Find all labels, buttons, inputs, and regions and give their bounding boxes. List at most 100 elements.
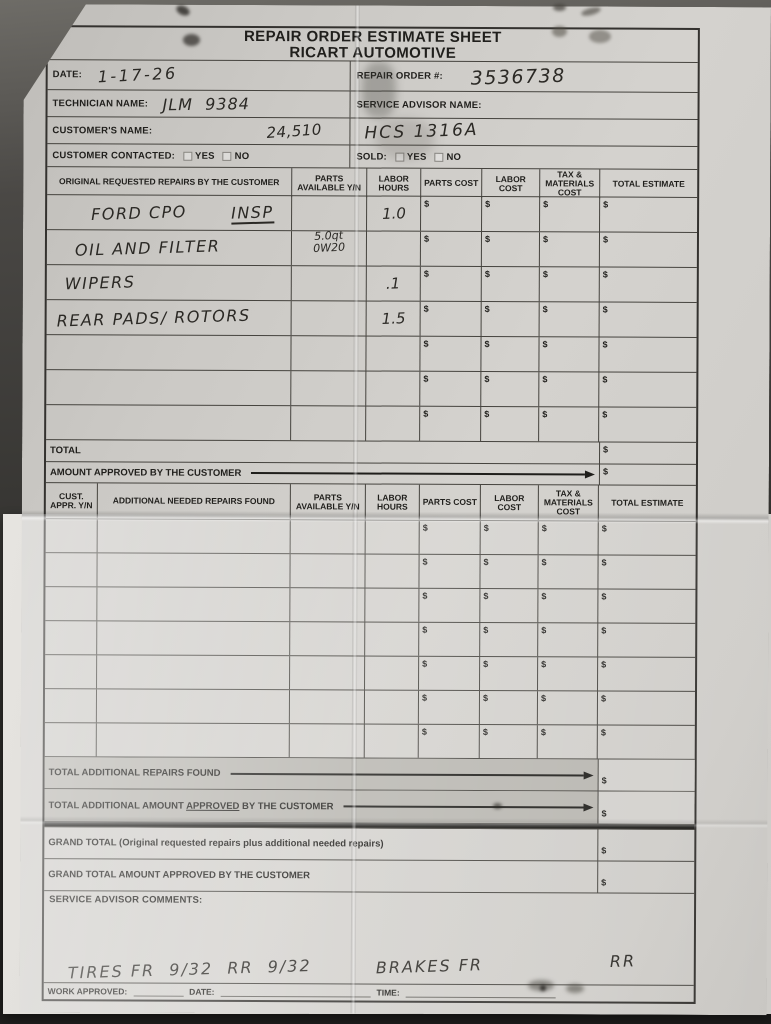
repair-description-text: WIPERS (64, 271, 136, 293)
labor-hours-text: 1.5 (380, 309, 406, 328)
cust-appr-cell (45, 621, 97, 654)
currency-symbol: $ (484, 269, 490, 280)
parts-cost-cell: $ (419, 589, 480, 622)
parts-available-text: 5.0qt 0W20 (312, 228, 346, 256)
sold-no-checkbox (434, 152, 443, 161)
currency-symbol: $ (601, 877, 607, 888)
currency-symbol: $ (422, 522, 428, 533)
work-date-label: DATE: (189, 986, 215, 997)
customer-name-row: CUSTOMER'S NAME: 24,510 HCS 1316A (47, 117, 697, 147)
additional-repair-row: $ $ $ $ (45, 655, 695, 692)
comments-label: SERVICE ADVISOR COMMENTS: (49, 894, 203, 906)
repair-description-cell (97, 723, 290, 757)
repair-order-value: 3536738 (470, 64, 567, 90)
amount-approved-row: AMOUNT APPROVED BY THE CUSTOMER $ (46, 462, 696, 486)
labor-cost-cell: $ (482, 302, 540, 336)
amount-approved-value-cell: $ (599, 465, 696, 485)
total-estimate-cell: $ (600, 198, 697, 232)
currency-symbol: $ (484, 234, 491, 245)
total-estimate-cell: $ (598, 726, 695, 759)
ink-smudge (540, 985, 546, 991)
currency-symbol: $ (423, 303, 429, 314)
currency-symbol: $ (602, 304, 608, 315)
tax-materials-cell: $ (538, 725, 598, 758)
total-estimate-cell: $ (599, 408, 696, 442)
currency-symbol: $ (540, 727, 546, 738)
original-repair-row: WIPERS .1 $ $ $ $ (47, 265, 697, 303)
tax-materials-cell: $ (540, 197, 600, 231)
tax-materials-cell: $ (538, 691, 598, 724)
labor-hours-cell (365, 622, 419, 655)
work-approved-label: WORK APPROVED: (47, 986, 128, 997)
form-title-line2: RICART AUTOMOTIVE (289, 44, 457, 62)
customer-name-value: 24,510 (265, 120, 322, 142)
column-header-original-repairs: ORIGINAL REQUESTED REPAIRS BY THE CUSTOM… (47, 167, 292, 197)
currency-symbol: $ (423, 268, 429, 279)
customer-contacted-row: CUSTOMER CONTACTED: YES NO SOLD: YES NO (47, 144, 697, 170)
grand-total-approved-value-cell: $ (597, 862, 694, 893)
tax-materials-cell: $ (539, 407, 599, 441)
currency-symbol: $ (421, 692, 428, 703)
ink-smudge (553, 4, 566, 11)
arrow-line (344, 802, 594, 811)
currency-symbol: $ (423, 373, 429, 384)
grand-total-label: GRAND TOTAL (Original requested repairs … (48, 837, 384, 850)
parts-cost-cell: $ (421, 197, 482, 231)
customer-name-label: CUSTOMER'S NAME: (52, 124, 153, 137)
ink-smear (362, 62, 396, 118)
total-additional-row: TOTAL ADDITIONAL REPAIRS FOUND $ (45, 757, 695, 792)
total-estimate-cell: $ (600, 233, 697, 267)
contacted-no-checkbox (223, 151, 232, 160)
currency-symbol: $ (542, 374, 548, 385)
cust-appr-cell (45, 689, 97, 722)
work-time-label: TIME: (376, 987, 400, 998)
ink-smudge (566, 984, 584, 993)
service-advisor-cell: SERVICE ADVISOR NAME: (351, 91, 698, 119)
currency-symbol: $ (602, 374, 608, 385)
total-estimate-cell: $ (599, 522, 696, 555)
ink-smudge (183, 34, 200, 46)
comments-handwriting-brakes: BRAKES FR (375, 955, 484, 978)
tax-materials-cell: $ (540, 232, 600, 266)
original-repair-row: $ $ $ $ (46, 335, 696, 373)
currency-symbol: $ (484, 409, 490, 420)
currency-symbol: $ (542, 234, 549, 245)
labor-hours-cell: .1 (367, 266, 421, 300)
repair-description-cell (97, 655, 290, 689)
arrow-line (251, 469, 595, 478)
currency-symbol: $ (483, 625, 489, 636)
parts-cost-cell: $ (421, 302, 482, 336)
repair-description-cell (46, 335, 291, 370)
total-estimate-cell: $ (598, 590, 695, 623)
parts-cost-cell: $ (421, 267, 482, 301)
customer-name-cell: CUSTOMER'S NAME: 24,510 (47, 117, 350, 144)
parts-cost-cell: $ (421, 232, 482, 266)
labor-cost-cell: $ (482, 197, 540, 231)
cust-appr-cell (45, 723, 97, 756)
total-estimate-cell: $ (599, 373, 696, 407)
labor-hours-cell (366, 520, 420, 553)
tax-materials-cell: $ (539, 337, 599, 371)
parts-cost-cell: $ (420, 372, 481, 406)
repair-description-cell (46, 405, 291, 440)
tax-materials-cell: $ (538, 657, 598, 690)
technician-cell: TECHNICIAN NAME: JLM 9384 (48, 90, 351, 117)
column-header-labor-hours: LABOR HOURS (367, 168, 421, 197)
additional-repair-row: $ $ $ $ (46, 519, 696, 556)
original-repair-row: $ $ $ $ (46, 405, 696, 443)
currency-symbol: $ (541, 591, 547, 602)
service-advisor-comments: SERVICE ADVISOR COMMENTS: TIRES FR 9/32 … (44, 891, 694, 986)
total-estimate-cell: $ (600, 268, 697, 302)
customer-contacted-cell: CUSTOMER CONTACTED: YES NO (47, 144, 350, 167)
labor-cost-cell: $ (482, 267, 540, 301)
ink-smudge (552, 26, 567, 37)
technician-value: JLM 9384 (162, 93, 250, 114)
customer-contacted-label: CUSTOMER CONTACTED: (52, 149, 176, 162)
contacted-no-label: NO (234, 150, 250, 162)
currency-symbol: $ (602, 234, 609, 245)
labor-cost-cell: $ (480, 589, 538, 622)
grand-total-row: GRAND TOTAL (Original requested repairs … (44, 827, 694, 862)
currency-symbol: $ (421, 726, 427, 737)
repair-description-cell (97, 587, 290, 621)
cust-appr-cell (46, 519, 98, 552)
